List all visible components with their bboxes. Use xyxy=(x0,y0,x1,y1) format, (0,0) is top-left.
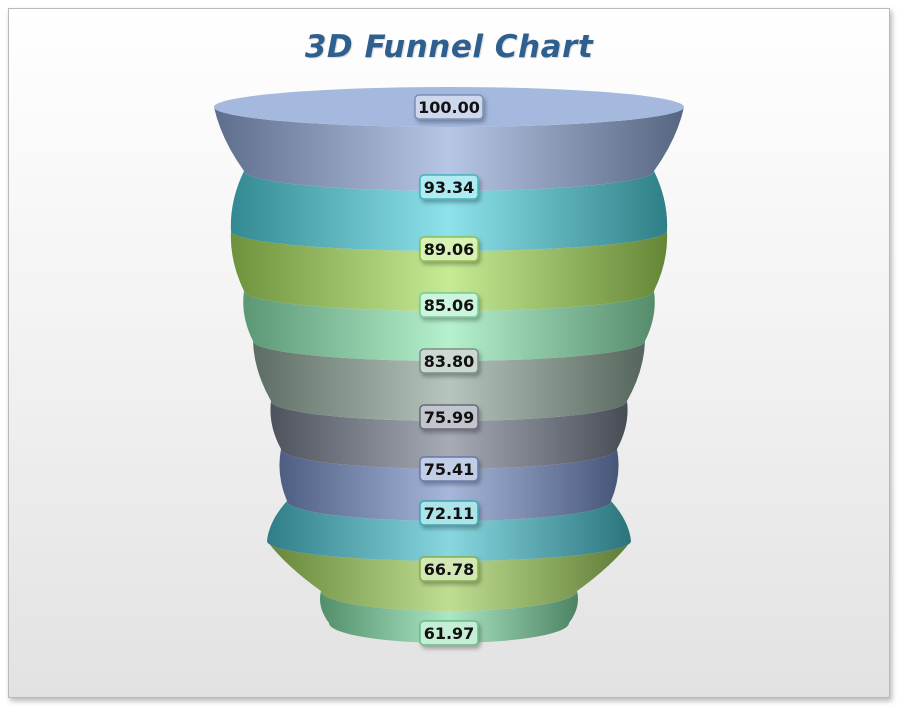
funnel-segment-5 xyxy=(253,341,645,421)
funnel-label-8: 72.11 xyxy=(419,500,479,526)
funnel-label-5: 83.80 xyxy=(419,348,479,374)
funnel-label-text: 75.99 xyxy=(424,408,475,427)
funnel-label-6: 75.99 xyxy=(419,404,479,430)
funnel-label-text: 61.97 xyxy=(424,624,475,643)
funnel-label-box xyxy=(419,236,479,262)
funnel-label-text: 100.00 xyxy=(418,98,480,117)
funnel-segment-10 xyxy=(320,591,578,643)
funnel-label-box xyxy=(419,500,479,526)
funnel-label-3: 89.06 xyxy=(419,236,479,262)
funnel-label-text: 93.34 xyxy=(424,178,475,197)
chart-frame: 3D Funnel Chart 100.00 93.34 89.06 85.06 83.… xyxy=(8,8,890,698)
funnel-label-text: 72.11 xyxy=(424,504,475,523)
funnel-segment-3 xyxy=(230,231,668,311)
funnel-segment-1 xyxy=(214,107,684,191)
funnel-label-9: 66.78 xyxy=(419,556,479,582)
funnel-label-box xyxy=(419,456,479,482)
funnel-label-4: 85.06 xyxy=(419,292,479,318)
funnel-segments xyxy=(214,87,684,643)
funnel-segment-4 xyxy=(243,291,655,361)
funnel-label-box xyxy=(419,620,479,646)
funnel-labels: 100.00 93.34 89.06 85.06 83.80 75.99 75.41 72.1… xyxy=(414,94,484,646)
funnel-segment-7 xyxy=(279,449,619,521)
funnel-label-10: 61.97 xyxy=(419,620,479,646)
chart-title: 3D Funnel Chart xyxy=(304,29,594,65)
funnel-label-text: 85.06 xyxy=(424,296,475,315)
funnel-label-text: 75.41 xyxy=(424,460,475,479)
funnel-label-text: 66.78 xyxy=(424,560,475,579)
funnel-label-box xyxy=(419,404,479,430)
funnel-label-box xyxy=(414,94,484,120)
funnel-label-box xyxy=(419,174,479,200)
funnel-label-text: 89.06 xyxy=(424,240,475,259)
funnel-label-box xyxy=(419,348,479,374)
funnel-segment-6 xyxy=(270,401,628,469)
funnel-label-text: 83.80 xyxy=(424,352,475,371)
funnel-label-box xyxy=(419,556,479,582)
funnel-label-1: 100.00 xyxy=(414,94,484,120)
funnel-label-2: 93.34 xyxy=(419,174,479,200)
funnel-label-7: 75.41 xyxy=(419,456,479,482)
funnel-segment-8 xyxy=(267,501,631,561)
funnel-chart: 100.00 93.34 89.06 85.06 83.80 75.99 75.41 72.1… xyxy=(214,87,684,646)
funnel-segment-2 xyxy=(230,171,668,251)
funnel-label-box xyxy=(419,292,479,318)
